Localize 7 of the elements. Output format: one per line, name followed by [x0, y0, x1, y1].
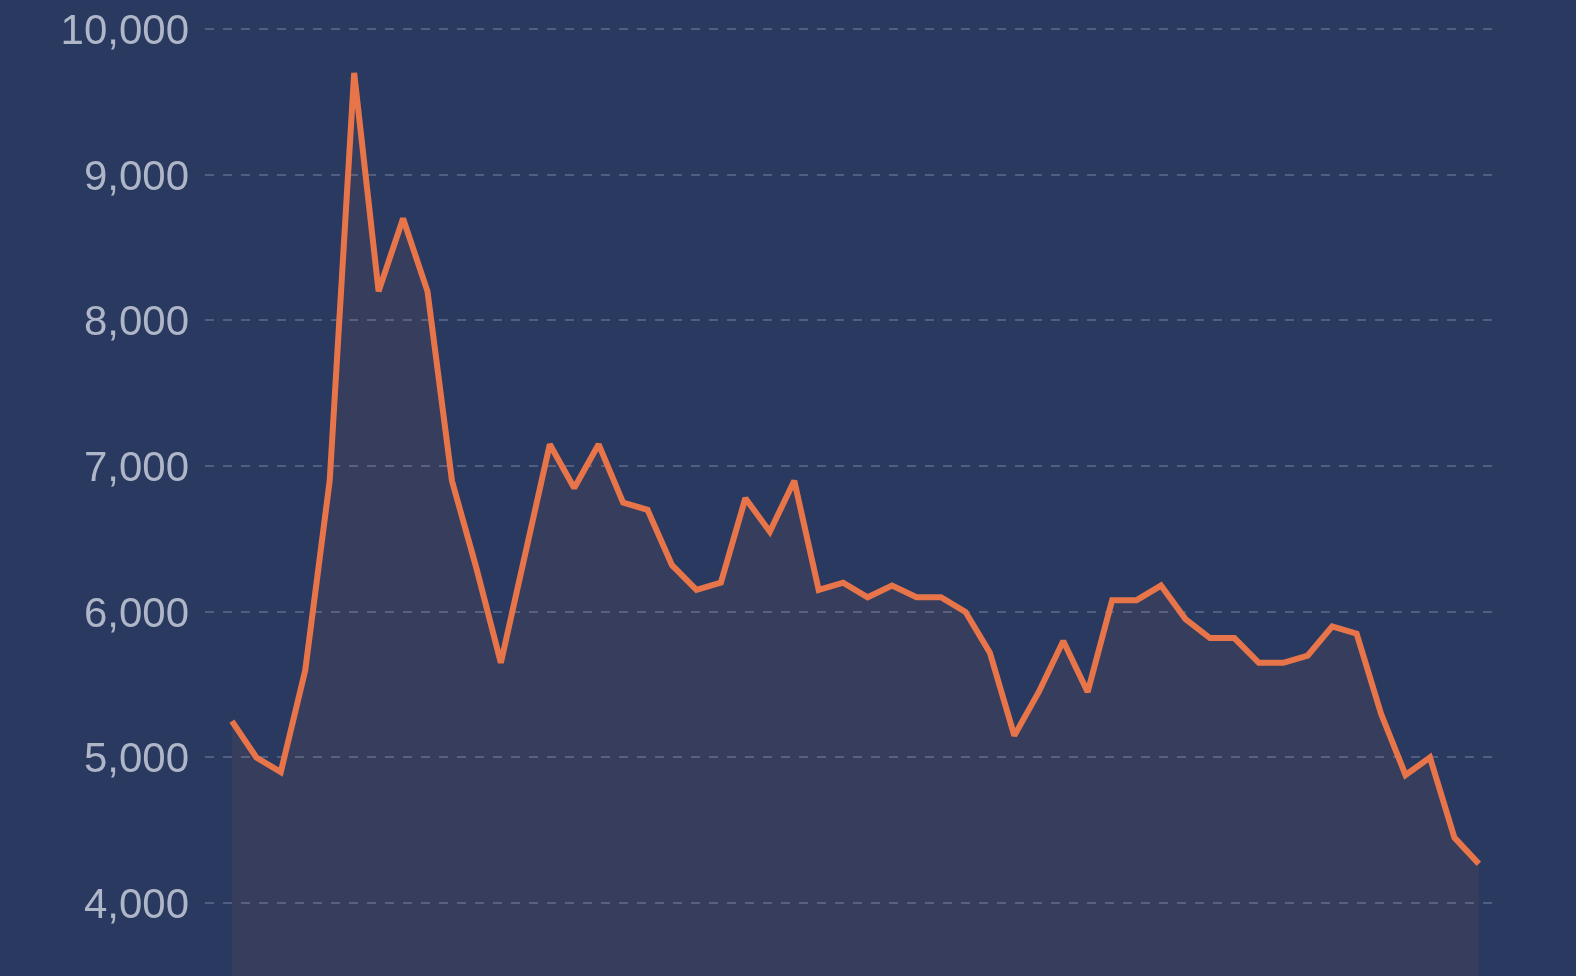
y-tick-label: 4,000 — [83, 879, 189, 927]
y-tick-label: 9,000 — [83, 151, 189, 199]
y-tick-label: 8,000 — [83, 297, 189, 345]
y-tick-label: 10,000 — [60, 5, 189, 53]
y-tick-label: 6,000 — [83, 588, 189, 636]
y-tick-label: 5,000 — [83, 734, 189, 782]
y-tick-label: 7,000 — [83, 442, 189, 490]
